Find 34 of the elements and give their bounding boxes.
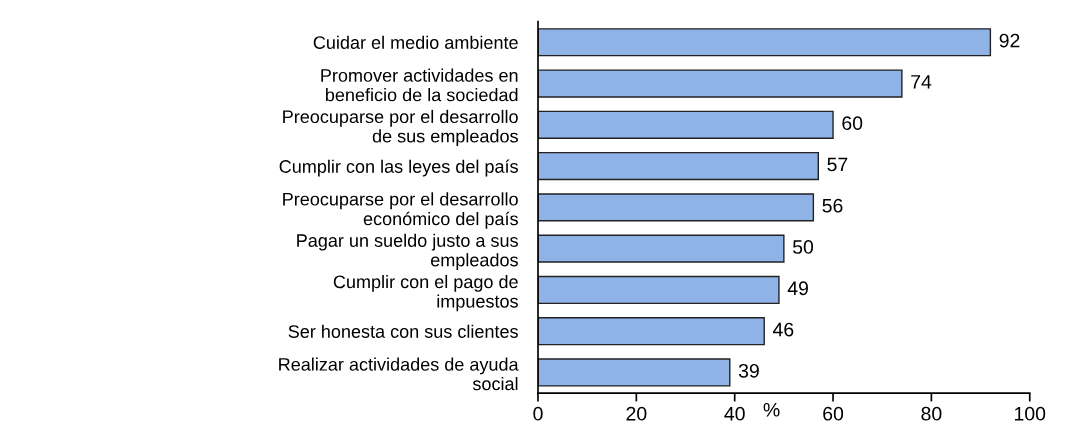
y-tick-label: Cumplir con las leyes del país — [279, 159, 518, 177]
x-tick-label: 0 — [533, 406, 543, 421]
bar — [538, 110, 834, 139]
y-tick-label: Cumplir con el pago de impuestos — [333, 274, 518, 312]
y-tick-label: Pagar un sueldo justo a sus empleados — [297, 233, 518, 270]
y-tick-label: Realizar actividades de ayuda social — [279, 357, 519, 391]
bar — [538, 234, 785, 263]
bar — [538, 358, 731, 387]
x-tick-label: 20 — [626, 406, 647, 421]
data-label: 60 — [842, 116, 863, 131]
y-tick-label: Preocuparse por el desarrollo de sus empleados — [283, 109, 518, 147]
data-label: 46 — [772, 322, 794, 337]
data-label: 49 — [787, 281, 808, 296]
data-label: 57 — [827, 157, 848, 172]
x-tick-label: 80 — [921, 406, 942, 421]
y-tick-label: Cuidar el medio ambiente — [313, 35, 518, 49]
data-label: 50 — [792, 240, 814, 254]
y-tick-label: Promover actividades en beneficio de la sociedad — [321, 68, 518, 102]
bar — [538, 151, 819, 181]
bar — [538, 193, 815, 222]
x-tick-label: 60 — [823, 406, 844, 421]
x-tick-label: 100 — [1015, 406, 1046, 421]
data-label: 92 — [999, 33, 1020, 48]
y-tick-label: Preocuparse por el desarrollo económico del país — [283, 192, 518, 229]
x-axis-title: % — [763, 403, 780, 417]
data-label: 39 — [738, 363, 759, 378]
y-tick-label: Ser honesta con sus clientes — [288, 324, 518, 338]
bar — [538, 28, 992, 57]
data-label: 74 — [911, 75, 932, 89]
bar — [538, 69, 903, 98]
x-tick-label: 40 — [724, 406, 745, 421]
bar — [538, 275, 780, 305]
bar — [538, 317, 765, 346]
data-label: 56 — [822, 198, 843, 213]
